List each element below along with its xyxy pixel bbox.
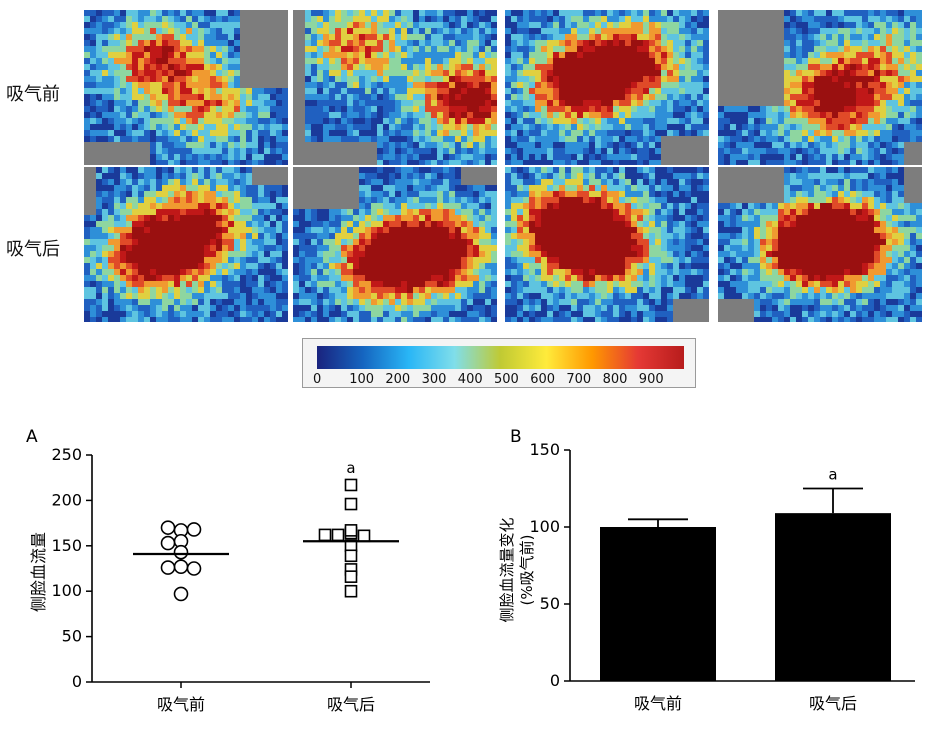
heatmap-image <box>293 10 497 165</box>
colorbar: 0 100 200 300 400 500 600 700 800 900 <box>302 338 696 388</box>
chart-b-annotation: a <box>828 466 837 484</box>
chart-a-ylabel: 侧脸血流量 <box>29 532 48 612</box>
chart-a-ytick-label: 0 <box>72 672 82 691</box>
scatter-point <box>344 549 358 563</box>
row-label-after: 吸气后 <box>6 239 60 260</box>
chart-a-xtick-label: 吸气后 <box>327 695 375 714</box>
scatter-point <box>186 561 202 576</box>
chart-b-ylabel-line2: (%吸气前) <box>518 535 536 606</box>
chart-a-annotation: a <box>346 459 355 477</box>
scatter-point <box>344 478 358 492</box>
chart-a-scatter: A 侧脸血流量 0 50 100 150 200 250 吸气前 吸气后 a <box>26 427 430 714</box>
heatmap-image <box>718 167 922 322</box>
colorbar-tick-label: 100 <box>349 372 375 387</box>
scatter-point <box>173 586 189 602</box>
scatter-point <box>318 528 332 542</box>
scatter-point <box>173 544 189 560</box>
scatter-point <box>344 570 358 583</box>
scatter-point <box>173 559 189 574</box>
colorbar-tick-label: 700 <box>566 372 592 387</box>
bar <box>600 527 716 681</box>
heatmap-image <box>84 10 288 165</box>
heatmap-image <box>84 167 288 322</box>
heatmap-image <box>505 10 709 165</box>
colorbar-tick-label: 0 <box>313 372 322 387</box>
chart-a-ytick-label: 250 <box>51 445 82 464</box>
heatmap-image <box>293 167 497 322</box>
colorbar-tick-label: 800 <box>602 372 628 387</box>
chart-b-ytick-label: 0 <box>550 671 560 690</box>
chart-b-xtick-label: 吸气后 <box>809 694 857 713</box>
chart-b-xtick-label: 吸气前 <box>634 694 682 713</box>
colorbar-tick-label: 200 <box>385 372 411 387</box>
chart-a-ytick-label: 150 <box>51 536 82 555</box>
chart-a-xtick-label: 吸气前 <box>157 695 205 714</box>
scatter-point <box>344 584 358 598</box>
colorbar-gradient <box>317 346 684 369</box>
colorbar-tick-label: 300 <box>421 372 447 387</box>
chart-b-ylabel-line1: 侧脸血流量变化 <box>498 517 516 622</box>
scatter-point <box>160 520 176 535</box>
bar <box>775 513 891 681</box>
chart-b-ytick-label: 100 <box>529 517 560 536</box>
panel-label-a: A <box>26 427 38 447</box>
scatter-point <box>331 528 345 542</box>
scatter-point <box>344 524 358 537</box>
colorbar-tick-label: 600 <box>530 372 556 387</box>
colorbar-tick-label: 900 <box>638 372 664 387</box>
scatter-point <box>344 497 358 511</box>
chart-b-ytick-label: 50 <box>540 594 560 613</box>
chart-b-bar: B 侧脸血流量变化 (%吸气前) 0 50 100 150 吸气前 吸气后 a <box>498 427 915 713</box>
scatter-point <box>186 522 202 537</box>
scatter-point <box>160 535 176 551</box>
colorbar-tick-label: 400 <box>457 372 483 387</box>
scatter-point <box>160 560 176 575</box>
chart-a-ytick-label: 50 <box>62 627 82 646</box>
chart-b-ytick-label: 150 <box>529 440 560 459</box>
row-label-before: 吸气前 <box>6 84 60 105</box>
chart-a-ytick-label: 100 <box>51 581 82 600</box>
colorbar-tick-label: 500 <box>494 372 519 387</box>
heatmap-image <box>718 10 922 165</box>
heatmap-image <box>505 167 709 322</box>
scatter-point <box>357 529 371 543</box>
panel-label-b: B <box>510 427 522 447</box>
chart-a-ytick-label: 200 <box>51 490 82 509</box>
